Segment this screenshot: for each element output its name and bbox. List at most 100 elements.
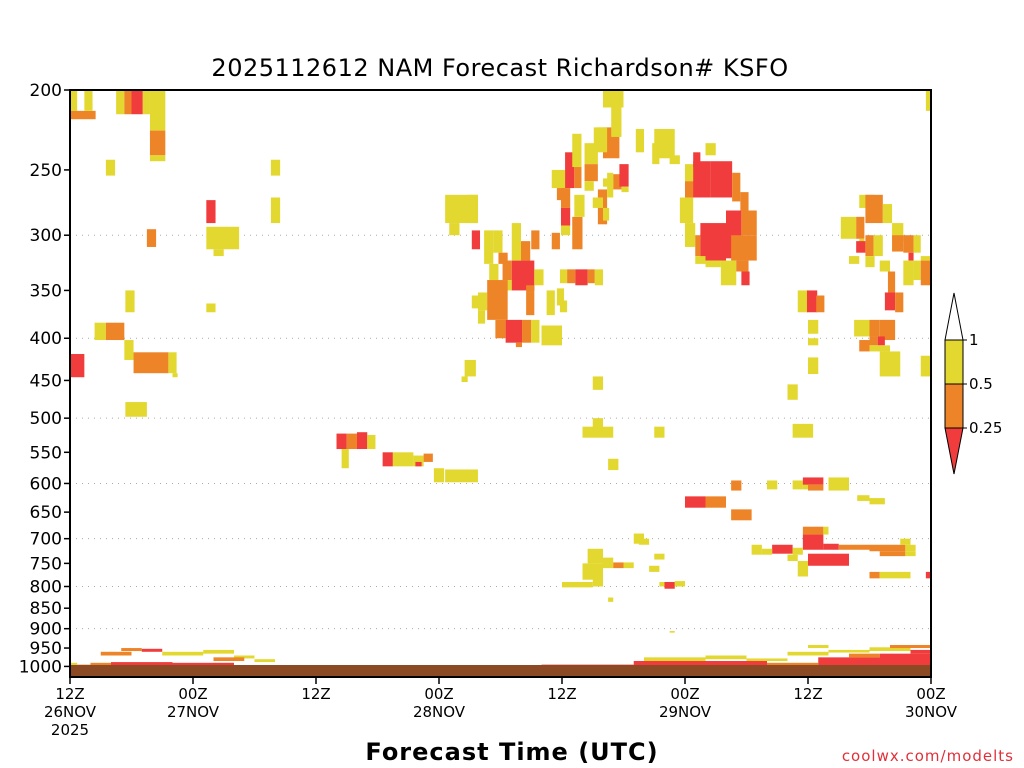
chart-title: 2025112612 NAM Forecast Richardson# KSFO [211, 54, 788, 82]
ri-cell [892, 223, 904, 242]
ri-cell [466, 194, 478, 224]
ri-cell [556, 288, 565, 306]
ri-cell [592, 376, 603, 390]
x-tick-label: 00Z [178, 685, 207, 703]
x-tick-label: 00Z [670, 685, 699, 703]
ri-cell [741, 210, 757, 236]
ri-cell [341, 449, 349, 469]
ri-cell [869, 571, 880, 579]
x-tick-label: 12Z [301, 685, 330, 703]
ri-cell [854, 319, 870, 337]
ri-cell [808, 553, 849, 566]
ri-cell [693, 161, 711, 198]
ri-cell [619, 164, 629, 187]
ri-cell [787, 554, 798, 561]
ri-cell [879, 319, 896, 341]
ri-cell [792, 547, 803, 555]
ri-cell [802, 526, 824, 535]
ri-cell [731, 235, 757, 261]
y-tick-label: 750 [30, 554, 62, 574]
ri-cell [105, 322, 125, 341]
ri-cell [664, 581, 675, 589]
ri-cell [792, 423, 814, 438]
ri-cell [920, 256, 931, 261]
ri-cell [587, 548, 603, 564]
ri-cell [892, 235, 904, 252]
legend-label: 0.25 [969, 419, 1002, 437]
ri-cell [649, 565, 660, 572]
ri-cell [644, 657, 706, 662]
ri-cell [685, 496, 706, 508]
x-tick-label: 2025 [51, 721, 89, 739]
ri-cell [635, 128, 644, 153]
ri-cell [582, 426, 614, 438]
ri-cell [856, 216, 865, 239]
ri-cell [560, 207, 571, 226]
ri-cell [565, 152, 575, 189]
ri-cell [592, 418, 603, 429]
ri-cell [484, 230, 494, 264]
ri-cell [849, 256, 860, 264]
ri-cell [346, 433, 357, 450]
ri-cell [502, 260, 512, 281]
ri-cell [905, 551, 916, 557]
ri-cell [879, 571, 911, 579]
data-cells [70, 90, 931, 677]
ri-cell [270, 197, 281, 224]
ri-cell [471, 230, 480, 250]
ri-cell [920, 355, 931, 377]
y-tick-label: 950 [30, 639, 62, 659]
ri-cell [828, 649, 870, 653]
ri-cell [865, 256, 875, 268]
ri-cell [920, 260, 931, 286]
ri-cell [125, 290, 135, 313]
y-tick-label: 550 [30, 443, 62, 463]
ri-cell [685, 164, 696, 182]
ri-cell [572, 133, 582, 168]
ri-cell [495, 319, 506, 339]
ri-cell [925, 90, 931, 111]
ri-cell [623, 562, 634, 569]
ri-cell [808, 357, 819, 375]
ri-cell [70, 90, 78, 111]
ri-cell [879, 551, 906, 557]
ri-cell [413, 455, 424, 467]
ri-cell [461, 376, 468, 383]
legend-label: 0.5 [969, 375, 993, 393]
ri-cell [879, 653, 931, 659]
ri-cell [149, 90, 166, 131]
credit-link[interactable]: coolwx.com/modelts [842, 747, 1014, 765]
legend-label: 1 [969, 331, 979, 349]
y-tick-label: 700 [30, 530, 62, 550]
ri-cell [133, 352, 169, 374]
ri-cell [787, 384, 798, 400]
ri-cell [142, 90, 150, 115]
ri-cell [652, 143, 660, 165]
ri-cell [720, 260, 737, 286]
y-tick-label: 1000 [19, 657, 62, 677]
ri-cell [908, 252, 914, 261]
ri-cell [808, 645, 829, 649]
ri-cell [882, 204, 893, 224]
ri-cell [531, 230, 540, 250]
ri-cell [560, 188, 571, 208]
ri-cell [669, 631, 675, 633]
ri-cell [865, 194, 883, 224]
ri-cell [705, 655, 747, 660]
ri-cell [913, 235, 921, 253]
ri-cell [741, 271, 750, 286]
ri-cell [808, 338, 819, 346]
ri-cell [797, 560, 808, 577]
ri-cell [603, 178, 614, 187]
ri-cell [808, 319, 819, 334]
ri-cell [903, 235, 914, 253]
ri-cell [464, 359, 476, 377]
ri-cell [685, 181, 696, 198]
ri-cell [869, 345, 890, 352]
y-tick-label: 900 [30, 620, 62, 640]
x-tick-label: 26NOV [44, 703, 97, 721]
y-tick-label: 300 [30, 226, 62, 246]
ri-cell [526, 285, 535, 293]
ri-cell [471, 295, 480, 309]
